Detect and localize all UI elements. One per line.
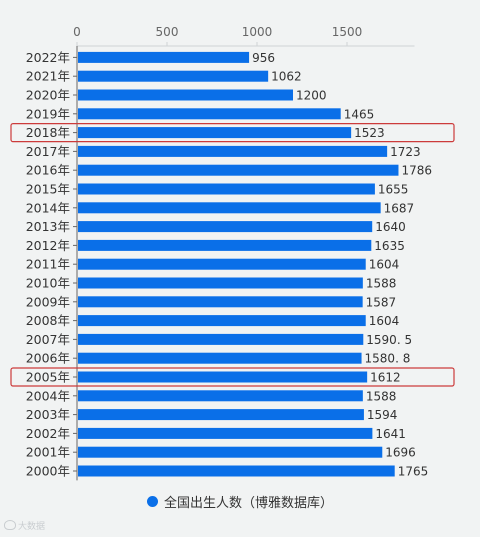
data-label: 1655 <box>378 183 409 197</box>
bar-chart: 0 500 1000 1500 2022年 956 2021年 1062 2020年 1200 20… <box>10 25 455 481</box>
y-tick-label: 2011年 <box>26 257 70 272</box>
bar <box>78 296 363 308</box>
legend[interactable]: 全国出生人数（博雅数据库） <box>0 490 480 512</box>
highlight-box <box>10 367 455 387</box>
bar <box>78 446 383 458</box>
x-tick-label: 1500 <box>332 25 363 39</box>
y-tick-label: 2015年 <box>26 182 70 197</box>
data-label: 1612 <box>370 371 401 385</box>
y-tick-label: 2016年 <box>26 163 70 178</box>
data-label: 1604 <box>369 314 400 328</box>
bar <box>78 127 352 139</box>
bar <box>78 70 269 82</box>
data-label: 1523 <box>354 126 385 140</box>
y-tick-label: 2001年 <box>26 445 70 460</box>
y-tick-label: 2000年 <box>26 464 70 479</box>
y-tick-label: 2004年 <box>26 388 70 403</box>
bar <box>78 315 366 327</box>
watermark: 大数据 <box>4 517 45 533</box>
highlight-box <box>10 122 455 143</box>
y-tick-label: 2021年 <box>26 69 70 84</box>
data-label: 1640 <box>375 220 406 234</box>
y-tick-label: 2018年 <box>26 125 70 140</box>
data-label: 1062 <box>271 70 302 84</box>
data-label: 956 <box>252 51 275 65</box>
bar <box>78 164 399 176</box>
y-tick-label: 2012年 <box>26 238 70 253</box>
data-label: 1588 <box>366 389 397 403</box>
bar <box>78 221 373 233</box>
bar <box>78 239 372 251</box>
x-tick-label: 500 <box>156 25 179 39</box>
x-tick-label: 1000 <box>242 25 273 39</box>
data-label: 1765 <box>398 465 429 479</box>
data-label: 1641 <box>375 427 406 441</box>
y-tick-label: 2017年 <box>26 144 70 159</box>
y-tick-label: 2003年 <box>26 407 70 422</box>
bar <box>78 427 373 439</box>
bar <box>78 333 364 345</box>
y-tick-label: 2022年 <box>26 50 70 65</box>
bar <box>78 202 381 214</box>
bar <box>78 390 363 402</box>
data-label: 1687 <box>384 201 415 215</box>
data-label: 1786 <box>401 164 432 178</box>
y-tick-label: 2006年 <box>26 351 70 366</box>
bar <box>78 409 364 421</box>
data-label: 1723 <box>390 145 421 159</box>
data-label: 1587 <box>366 295 397 309</box>
data-label: 1604 <box>369 258 400 272</box>
bar <box>78 352 362 364</box>
legend-dot-icon <box>146 495 158 507</box>
y-tick-label: 2009年 <box>26 294 70 309</box>
x-tick-label: 0 <box>73 25 81 39</box>
legend-label: 全国出生人数（博雅数据库） <box>163 495 333 511</box>
data-label: 1635 <box>374 239 405 253</box>
y-tick-label: 2014年 <box>26 200 70 215</box>
y-tick-label: 2002年 <box>26 426 70 441</box>
y-tick-label: 2010年 <box>26 276 70 291</box>
bar <box>78 89 293 101</box>
bar <box>78 145 388 157</box>
data-label: 1696 <box>385 446 416 460</box>
data-label: 1200 <box>296 89 327 103</box>
data-label: 1580. 8 <box>365 352 411 366</box>
bar <box>78 258 366 270</box>
data-label: 1590. 5 <box>366 333 412 347</box>
data-label: 1588 <box>366 277 397 291</box>
y-tick-label: 2008年 <box>26 313 70 328</box>
bar <box>78 277 363 289</box>
y-tick-label: 2019年 <box>26 106 70 121</box>
bar <box>78 183 375 195</box>
data-label: 1594 <box>367 408 398 422</box>
watermark-text: 大数据 <box>18 521 46 532</box>
y-tick-label: 2013年 <box>26 219 70 234</box>
watermark-logo-icon <box>4 520 16 530</box>
data-label: 1465 <box>344 107 375 121</box>
bar <box>78 465 395 477</box>
bar <box>78 371 368 383</box>
bar <box>78 108 341 120</box>
y-tick-label: 2007年 <box>26 332 70 347</box>
bar <box>78 51 250 63</box>
y-tick-label: 2020年 <box>26 88 70 103</box>
y-tick-label: 2005年 <box>26 370 70 385</box>
